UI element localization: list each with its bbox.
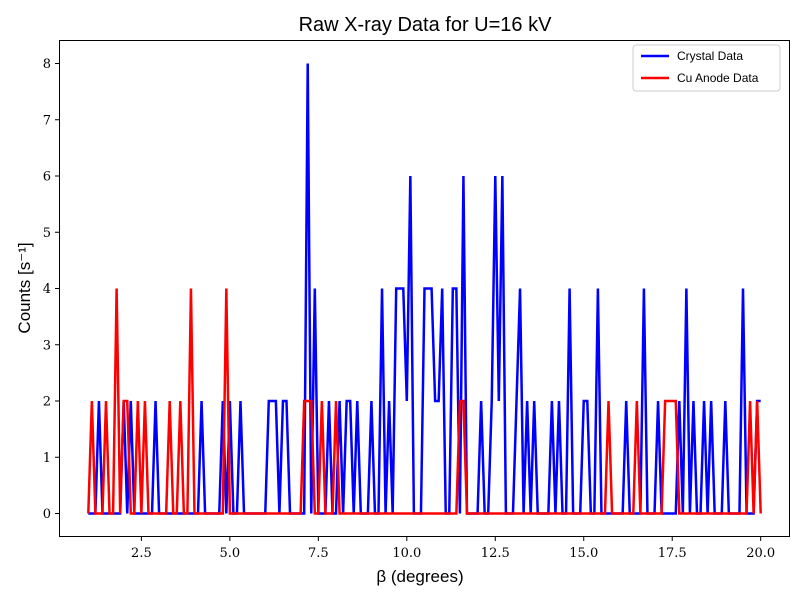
y-axis-label: Counts [s⁻¹]: [15, 242, 34, 333]
y-tick-label: 7: [43, 113, 51, 128]
y-tick-label: 5: [43, 226, 51, 241]
y-tick-label: 8: [43, 57, 51, 72]
y-tick-label: 1: [43, 451, 51, 466]
legend-label-crystal: Crystal Data: [677, 49, 743, 63]
x-tick-label: 10.0: [392, 546, 421, 561]
x-tick-label: 7.5: [308, 546, 329, 561]
x-tick-label: 20.0: [746, 546, 775, 561]
y-tick-label: 2: [43, 395, 51, 410]
y-tick-label: 4: [43, 282, 51, 297]
y-axis: 0 1 2 3 4 5 6 7 8: [43, 57, 60, 522]
x-tick-label: 2.5: [131, 546, 152, 561]
y-tick-label: 3: [43, 338, 51, 353]
x-tick-label: 15.0: [569, 546, 598, 561]
x-axis-label: β (degrees): [376, 567, 463, 586]
y-tick-label: 0: [43, 507, 51, 522]
x-tick-label: 12.5: [481, 546, 510, 561]
legend-box: [632, 44, 781, 92]
x-tick-label: 5.0: [220, 546, 241, 561]
plot-area: [87, 63, 762, 515]
legend-label-cu-anode: Cu Anode Data: [677, 71, 759, 85]
x-axis: 2.5 5.0 7.5 10.0 12.5 15.0 17.5 20.0: [131, 536, 775, 561]
series-line-cu-anode: [87, 288, 762, 515]
legend: Crystal Data Cu Anode Data: [632, 44, 781, 92]
chart-title: Raw X-ray Data for U=16 kV: [299, 14, 553, 36]
x-tick-label: 17.5: [658, 546, 687, 561]
y-tick-label: 6: [43, 170, 51, 185]
